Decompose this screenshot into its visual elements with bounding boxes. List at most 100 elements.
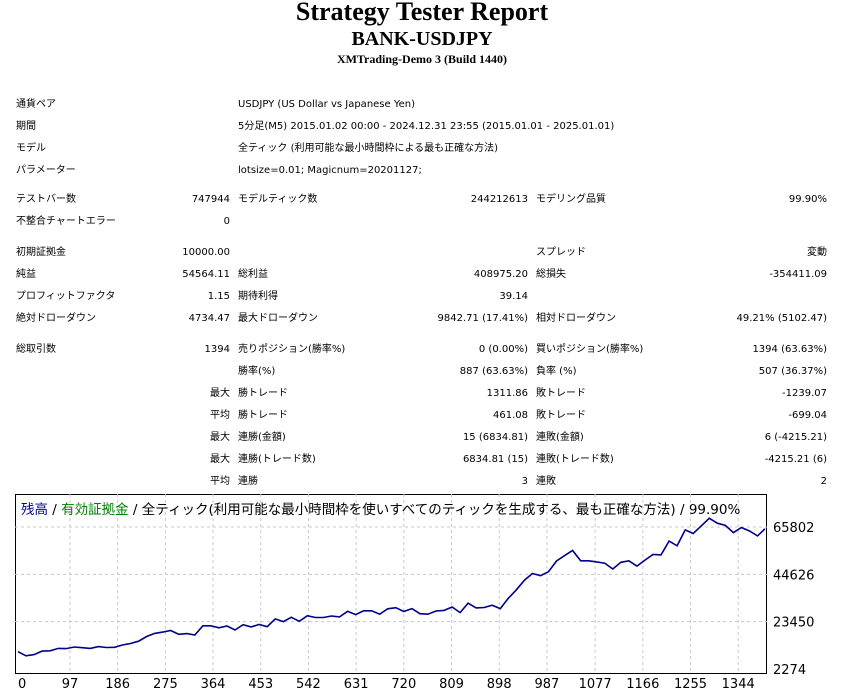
long-label: 買いポジション(勝率%) [536, 344, 644, 355]
net-label: 純益 [16, 269, 36, 280]
x-tick-label: 364 [201, 677, 226, 692]
balance-series-line [17, 517, 766, 657]
ticks-label: モデルティック数 [238, 194, 318, 205]
x-tick-label: 1344 [722, 677, 755, 692]
deposit-value: 10000.00 [182, 247, 230, 258]
cons-win-amt-label: 連勝(金額) [238, 432, 286, 443]
loss-value: 507 (36.37%) [758, 366, 827, 377]
x-tick-label: 542 [296, 677, 321, 692]
model-value: 全ティック (利用可能な最小時間枠による最も正確な方法) [238, 143, 499, 154]
x-tick-label: 1255 [674, 677, 707, 692]
x-tick-label: 720 [391, 677, 416, 692]
mismatch-label: 不整合チャートエラー [16, 216, 116, 227]
legend-balance: 残高 [21, 501, 48, 518]
cons-win-amt-value: 15 (6834.81) [462, 432, 528, 443]
x-tick-label: 275 [153, 677, 178, 692]
y-tick-label: 23450 [773, 616, 814, 631]
max-dd-value: 9842.71 (17.41%) [437, 313, 528, 324]
y-tick-label: 44626 [773, 568, 814, 583]
report-symbol: BANK-USDJPY [351, 28, 493, 50]
period-value: 5分足(M5) 2015.01.02 00:00 - 2024.12.31 23… [238, 121, 615, 132]
max-dd-label: 最大ドローダウン [238, 313, 318, 324]
max-label-1: 最大 [210, 388, 230, 399]
short-label: 売りポジション(勝率%) [238, 344, 346, 355]
avg-label-2: 平均 [210, 476, 230, 487]
cons-loss-cnt-label: 連敗(トレード数) [536, 454, 614, 465]
mismatch-value: 0 [223, 216, 230, 227]
chart-grid [15, 494, 767, 674]
deposit-label: 初期証拠金 [16, 247, 66, 258]
balance-chart: 65802 44626 23450 2274 0 97 186 275 364 453 542 63… [15, 494, 814, 692]
long-value: 1394 (63.63%) [752, 344, 827, 355]
gross-profit-label: 総利益 [238, 269, 268, 280]
x-tick-label: 0 [18, 677, 26, 692]
quality-value: 99.90% [788, 194, 827, 205]
x-tick-label: 186 [105, 677, 130, 692]
avg-win-label: 勝トレード [238, 410, 288, 421]
win-value: 887 (63.63%) [459, 366, 528, 377]
report-server: XMTrading-Demo 3 (Build 1440) [336, 52, 508, 66]
cons-loss-amt-value: 6 (-4215.21) [764, 432, 827, 443]
bars-label: テストバー数 [16, 194, 76, 205]
largest-win-label: 勝トレード [238, 388, 288, 399]
x-tick-label: 987 [534, 677, 559, 692]
avg-cons-loss-value: 2 [820, 476, 827, 487]
chart-plot-frame [15, 494, 767, 674]
largest-loss-label: 敗トレード [536, 388, 586, 399]
x-tick-label: 809 [439, 677, 464, 692]
net-value: 54564.11 [182, 269, 230, 280]
y-tick-label: 2274 [773, 663, 806, 678]
rel-dd-value: 49.21% (5102.47) [736, 313, 827, 324]
params-value: lotsize=0.01; Magicnum=20201127; [238, 165, 422, 176]
x-tick-label: 898 [487, 677, 512, 692]
cons-loss-cnt-value: -4215.21 (6) [764, 454, 827, 465]
y-tick-label: 65802 [773, 521, 814, 536]
period-label: 期間 [16, 121, 36, 132]
avg-cons-loss-label: 連敗 [536, 476, 556, 487]
spread-label: スプレッド [536, 247, 586, 258]
largest-loss-value: -1239.07 [782, 388, 827, 399]
loss-label: 負率 (%) [536, 366, 577, 377]
abs-dd-label: 絶対ドローダウン [16, 313, 96, 324]
expected-label: 期待利得 [238, 291, 278, 302]
abs-dd-value: 4734.47 [188, 313, 230, 324]
gross-profit-value: 408975.20 [473, 269, 528, 280]
cons-win-cnt-label: 連勝(トレード数) [238, 454, 316, 465]
x-tick-label: 453 [248, 677, 273, 692]
gross-loss-label: 総損失 [536, 269, 566, 280]
win-label: 勝率(%) [238, 366, 276, 377]
max-label-2: 最大 [210, 432, 230, 443]
pair-value: USDJPY (US Dollar vs Japanese Yen) [238, 99, 416, 110]
gross-loss-value: -354411.09 [769, 269, 827, 280]
chart-y-ticks: 65802 44626 23450 2274 [773, 521, 814, 678]
short-value: 0 (0.00%) [478, 344, 528, 355]
expected-value: 39.14 [499, 291, 528, 302]
x-tick-label: 1166 [626, 677, 659, 692]
legend-equity: 有効証拠金 [61, 502, 129, 518]
rel-dd-label: 相対ドローダウン [536, 313, 616, 324]
bars-value: 747944 [191, 194, 230, 205]
report-title: Strategy Tester Report [295, 0, 549, 26]
cons-win-cnt-value: 6834.81 (15) [462, 454, 528, 465]
pair-label: 通貨ペア [16, 99, 56, 110]
x-tick-label: 631 [344, 677, 369, 692]
ticks-value: 244212613 [470, 194, 528, 205]
model-label: モデル [16, 143, 46, 154]
avg-cons-win-label: 連勝 [238, 476, 258, 487]
pf-label: プロフィットファクタ [16, 291, 116, 302]
avg-loss-value: -699.04 [788, 410, 827, 421]
params-label: パラメーター [16, 165, 76, 176]
pf-value: 1.15 [207, 291, 230, 302]
avg-loss-label: 敗トレード [536, 410, 586, 421]
legend-description: / 全ティック(利用可能な最小時間枠を使いすべてのティックを生成する、最も正確な… [129, 501, 741, 518]
chart-x-ticks: 0 97 186 275 364 453 542 631 720 809 898 987 1077 116… [18, 677, 755, 692]
avg-win-value: 461.08 [493, 410, 528, 421]
trades-value: 1394 [204, 344, 230, 355]
x-tick-label: 1077 [579, 677, 612, 692]
legend-sep: / [48, 502, 61, 518]
avg-cons-win-value: 3 [521, 476, 528, 487]
chart-legend: 残高 / 有効証拠金 / 全ティック(利用可能な最小時間枠を使いすべてのティック… [21, 501, 740, 518]
trades-label: 総取引数 [16, 344, 56, 355]
avg-label-1: 平均 [210, 410, 230, 421]
spread-value: 変動 [807, 247, 827, 258]
